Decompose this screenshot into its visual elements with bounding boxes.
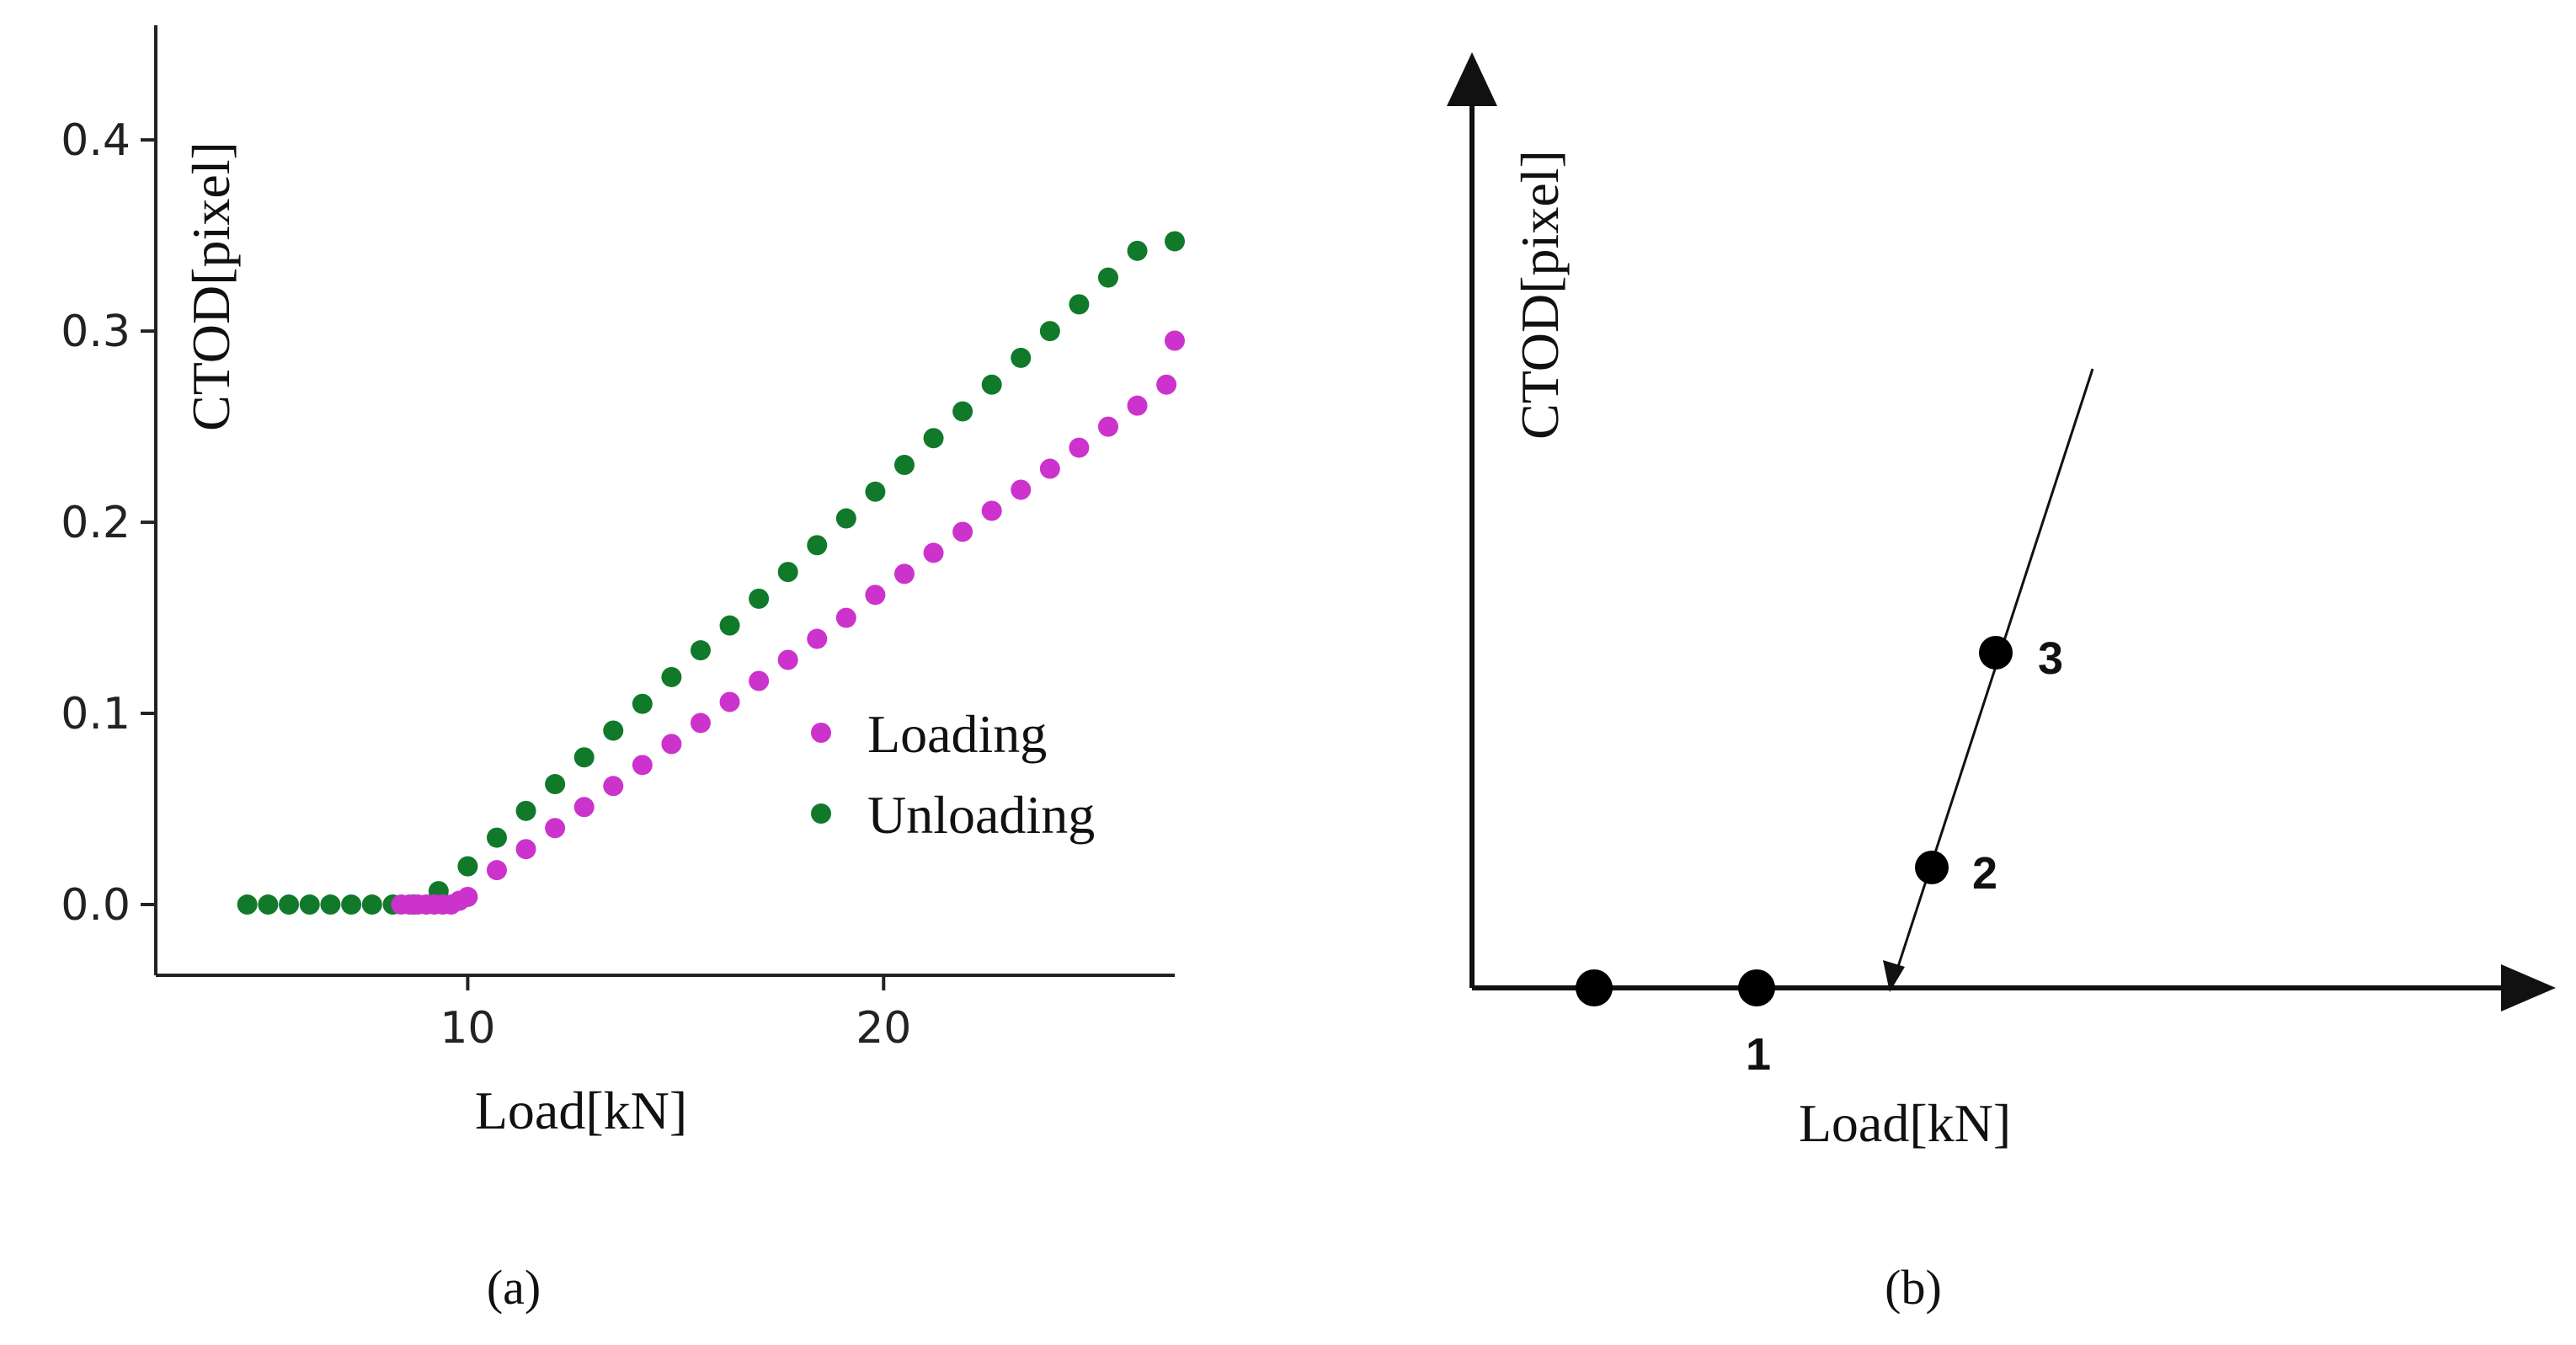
point-unloading <box>320 894 341 915</box>
y-axis-label: CTOD[pixel] <box>181 141 241 431</box>
point-unloading <box>237 894 258 915</box>
schematic-y-axis-label: CTOD[pixel] <box>1510 150 1570 440</box>
legend-marker-loading <box>811 723 831 743</box>
point-unloading <box>690 640 711 661</box>
point-unloading <box>952 401 973 422</box>
x-axis-label: Load[kN] <box>475 1081 687 1140</box>
point-unloading <box>1165 231 1185 252</box>
point-unloading <box>1011 347 1032 368</box>
point-unloading <box>1127 240 1148 261</box>
y-axis-ticks: 0.0 0.1 0.2 0.3 0.4 <box>61 115 156 931</box>
point-loading <box>690 713 711 734</box>
schematic-point-3 <box>1979 636 2013 670</box>
point-loading <box>632 755 653 776</box>
y-tick-label: 0.4 <box>61 115 131 166</box>
point-unloading <box>361 894 382 915</box>
point-unloading <box>1039 321 1060 342</box>
point-loading <box>573 797 595 818</box>
point-loading <box>1156 374 1177 395</box>
y-tick-label: 0.2 <box>61 498 131 548</box>
point-unloading <box>258 894 279 915</box>
point-unloading <box>661 666 682 687</box>
point-loading <box>1097 416 1118 437</box>
point-loading <box>515 839 536 860</box>
legend: Loading Unloading <box>811 704 1095 845</box>
point-label-2: 2 <box>1972 848 1997 899</box>
point-unloading <box>1069 294 1090 315</box>
schematic-x-arrowhead <box>2501 964 2556 1011</box>
point-loading <box>719 691 740 713</box>
point-loading <box>807 628 828 649</box>
point-loading <box>1011 479 1032 500</box>
point-loading <box>893 563 915 584</box>
x-tick-label: 20 <box>856 1003 911 1054</box>
point-unloading <box>603 720 624 741</box>
scatter-points <box>237 231 1185 915</box>
point-loading <box>777 649 798 670</box>
point-unloading <box>515 800 536 821</box>
point-unloading <box>486 827 507 848</box>
point-unloading <box>1097 267 1118 288</box>
schematic-point-2 <box>1915 851 1949 884</box>
point-unloading <box>457 856 478 877</box>
point-loading <box>952 521 973 542</box>
point-loading <box>1165 330 1185 351</box>
point-unloading <box>777 562 798 583</box>
point-unloading <box>279 894 300 915</box>
point-unloading <box>923 428 944 449</box>
legend-label-loading: Loading <box>867 704 1047 764</box>
point-unloading <box>341 894 362 915</box>
panel-label-a: (a) <box>487 1260 541 1315</box>
point-loading <box>603 776 624 797</box>
x-tick-label: 10 <box>440 1003 495 1054</box>
point-unloading <box>749 588 770 609</box>
unloading-path-arrowhead <box>1883 960 1905 992</box>
point-loading <box>835 607 856 628</box>
point-loading <box>1069 437 1090 458</box>
point-unloading <box>545 774 566 795</box>
point-unloading <box>573 747 595 768</box>
y-tick-label: 0.3 <box>61 307 131 357</box>
point-loading <box>981 500 1002 521</box>
schematic-point <box>1576 969 1613 1006</box>
panel-label-b: (b) <box>1885 1260 1942 1315</box>
point-unloading <box>893 455 915 476</box>
point-label-3: 3 <box>2038 633 2063 684</box>
point-loading <box>749 670 770 691</box>
point-unloading <box>807 535 828 556</box>
point-label-1: 1 <box>1746 1029 1771 1080</box>
point-loading <box>923 542 944 563</box>
point-loading <box>545 818 566 839</box>
point-unloading <box>632 693 653 714</box>
schematic-x-axis-label: Load[kN] <box>1799 1093 2011 1153</box>
legend-label-unloading: Unloading <box>867 785 1095 845</box>
point-loading <box>486 860 507 881</box>
panel-b-schematic: 1 2 3 CTOD[pixel] Load[kN] (b) <box>1447 52 2556 1315</box>
point-unloading <box>719 615 740 636</box>
point-loading <box>865 584 886 606</box>
schematic-y-arrowhead <box>1447 52 1497 106</box>
point-unloading <box>981 374 1002 395</box>
schematic-point-1 <box>1738 969 1775 1006</box>
point-unloading <box>299 894 320 915</box>
point-loading <box>1039 458 1060 479</box>
y-tick-label: 0.0 <box>61 880 131 931</box>
point-loading <box>457 886 478 907</box>
legend-marker-unloading <box>811 803 831 824</box>
point-unloading <box>835 508 856 529</box>
y-tick-label: 0.1 <box>61 689 131 739</box>
point-loading <box>1127 395 1148 416</box>
panel-a-scatter-chart: 0.0 0.1 0.2 0.3 0.4 10 20 CTOD[pixel] Load[kN… <box>61 25 1185 1315</box>
x-axis-ticks: 10 20 <box>440 975 911 1054</box>
point-unloading <box>865 481 886 502</box>
point-loading <box>661 734 682 755</box>
